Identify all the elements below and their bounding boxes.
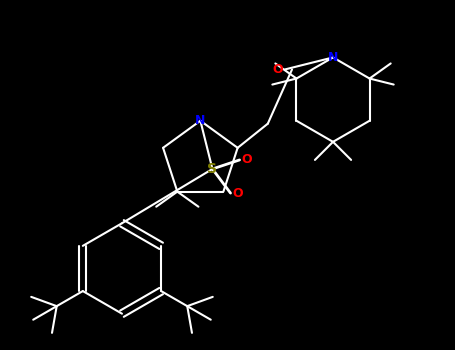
Text: O: O: [233, 187, 243, 199]
Text: S: S: [207, 162, 217, 176]
Text: N: N: [328, 51, 338, 64]
Text: N: N: [195, 114, 206, 127]
Text: O: O: [242, 153, 252, 167]
Text: O: O: [272, 63, 283, 76]
